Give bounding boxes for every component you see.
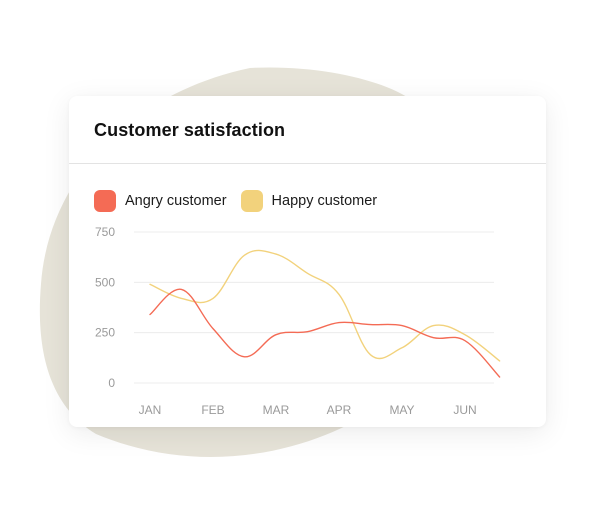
happy-swatch — [240, 190, 263, 212]
y-tick-label: 500 — [95, 275, 115, 289]
angry-swatch — [94, 190, 116, 212]
y-tick-label: 250 — [95, 326, 115, 340]
satisfaction-card: Customer satisfaction Angry customer Hap… — [69, 96, 546, 427]
x-tick-label: JUN — [453, 403, 476, 417]
legend-item-happy[interactable]: Happy customer — [240, 190, 378, 212]
legend-item-angry[interactable]: Angry customer — [94, 190, 227, 212]
x-tick-label: JAN — [139, 403, 162, 417]
x-tick-label: MAY — [389, 403, 414, 417]
x-tick-label: FEB — [201, 403, 224, 417]
legend-label-happy: Happy customer — [271, 193, 378, 209]
card-title: Customer satisfaction — [94, 120, 286, 140]
x-tick-label: MAR — [263, 403, 290, 417]
header-divider — [69, 163, 546, 164]
angry-customer-line — [149, 288, 501, 378]
y-tick-label: 0 — [108, 376, 115, 390]
line-chart: 750 500 250 0 JAN FEB MAR APR MAY JUN — [95, 225, 501, 417]
legend-label-angry: Angry customer — [125, 193, 227, 209]
happy-customer-line — [149, 249, 501, 362]
chart-legend: Angry customer Happy customer — [94, 189, 391, 213]
y-tick-label: 750 — [95, 225, 115, 239]
x-tick-label: APR — [327, 403, 352, 417]
